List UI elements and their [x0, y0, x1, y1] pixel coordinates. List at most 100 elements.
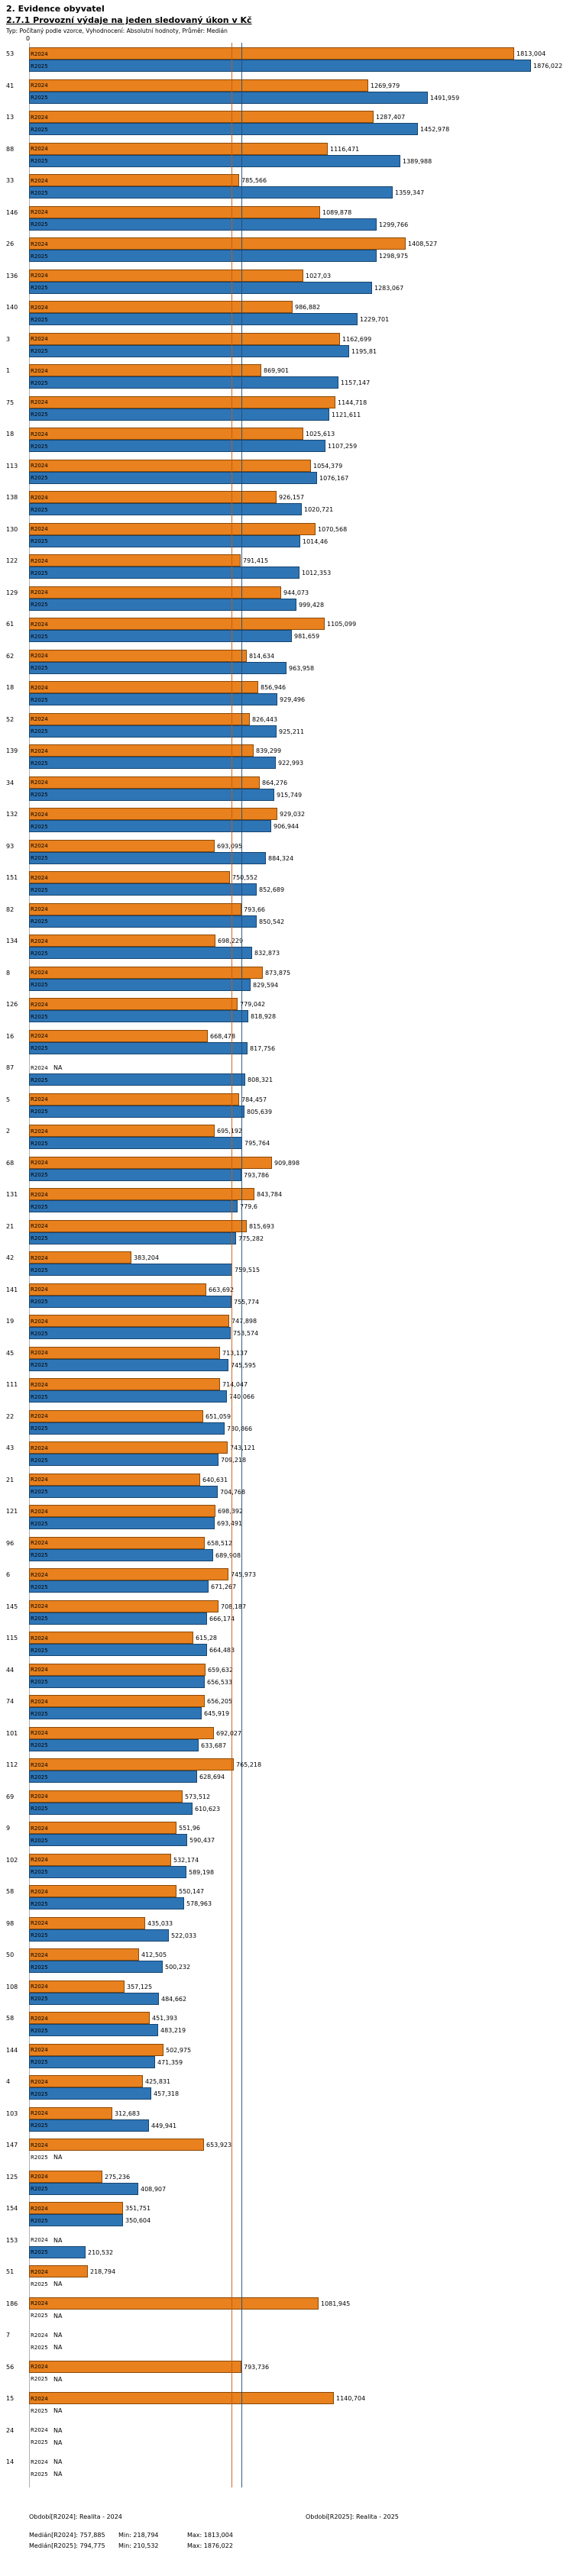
bar-r2024: [29, 2202, 123, 2214]
bar-r2024: [29, 1822, 176, 1834]
bar-row-r2024: R2024 1070,568: [29, 522, 573, 535]
value-label: 869,901: [264, 367, 290, 374]
footer-median-r2024: Medián[R2024]: 757,885: [29, 2532, 105, 2539]
group-label: 50: [6, 1951, 15, 1958]
group-label: 22: [6, 1412, 15, 1420]
bar-r2025: [29, 250, 377, 262]
bar-r2025: [29, 534, 300, 547]
bar-group-141: 141 R2024 663,692 R2025 755,774: [0, 1283, 573, 1315]
group-label: 108: [6, 1983, 18, 1990]
bar-row-r2025: R2025 656,533: [29, 1675, 573, 1688]
group-label: 52: [6, 715, 15, 723]
series-label-r2024: R2024: [31, 146, 48, 152]
bar-r2025: [29, 598, 296, 611]
bar-row-r2024: R2024 1162,699: [29, 332, 573, 345]
bar-row-r2024: R2024 779,042: [29, 998, 573, 1010]
bar-row-r2024: R2024 218,794: [29, 2265, 573, 2277]
bar-group-154: 154 R2024 351,751 R2025 350,604: [0, 2202, 573, 2234]
bar-row-r2025: R2025 1014,46: [29, 534, 573, 547]
series-label-r2024: R2024: [31, 1984, 48, 1990]
value-label: 1070,568: [318, 525, 348, 533]
bar-row-r2024: R2024 1408,527: [29, 237, 573, 250]
value-label: 944,073: [283, 589, 309, 596]
value-label: 765,218: [236, 1761, 262, 1768]
bar-row-r2025: R2025 610,623: [29, 1802, 573, 1815]
value-label: 1025,613: [306, 431, 335, 437]
bar-group-34: 34 R2024 864,276 R2025 915,749: [0, 776, 573, 809]
group-label: 34: [6, 779, 15, 786]
bar-group-5: 5 R2024 784,457 R2025 805,639: [0, 1093, 573, 1125]
bar-r2025: [29, 408, 329, 421]
value-label: 815,693: [249, 1222, 275, 1230]
bar-row-r2025: R2025 1020,721: [29, 503, 573, 515]
bar-r2024: [29, 2139, 204, 2151]
series-label-r2024: R2024: [31, 1508, 48, 1515]
series-label-r2024: R2024: [31, 747, 48, 754]
bar-group-111: 111 R2024 714,047 R2025740,066: [0, 1378, 573, 1410]
value-label: 484,662: [161, 1995, 187, 2003]
bar-r2025: [29, 1675, 205, 1688]
value-label: 435,033: [147, 1919, 173, 1927]
value-label: 909,898: [274, 1159, 300, 1167]
bar-row-r2025: R2025 929,496: [29, 693, 573, 705]
bar-group-82: 82 R2024 793,66 R2025 850,542: [0, 902, 573, 935]
bar-row-r2024: R2024 864,276: [29, 776, 573, 789]
bar-group-44: 44 R2024 659,632 R2025 656,533: [0, 1663, 573, 1696]
group-label: 122: [6, 557, 18, 564]
bar-row-r2024: R2024 532,174: [29, 1853, 573, 1866]
group-label: 121: [6, 1508, 18, 1515]
series-label-r2025: R2025: [31, 1013, 48, 1020]
report-footer: Období[R2024]: Realita - 2024 Období[R20…: [29, 2513, 568, 2553]
value-label: 645,919: [204, 1710, 230, 1717]
value-label: 218,794: [90, 2268, 116, 2275]
group-label: 101: [6, 1729, 18, 1737]
bar-row-r2025: R2025 693,491: [29, 1517, 573, 1529]
group-label: 45: [6, 1349, 15, 1357]
series-label-r2025: R2025: [31, 1109, 48, 1115]
bar-row-r2024: R2024 NA: [29, 2424, 573, 2436]
bar-row-r2025: R2025 1157,147: [29, 376, 573, 389]
bar-row-r2025: R2025 745,595: [29, 1358, 573, 1371]
bar-r2024: [29, 1125, 215, 1137]
series-label-r2024: R2024: [31, 589, 48, 596]
group-label: 51: [6, 2268, 15, 2275]
bar-row-r2024: R2024 573,512: [29, 1790, 573, 1803]
series-label-r2024: R2024: [31, 1730, 48, 1736]
value-label: 668,478: [210, 1032, 236, 1040]
series-label-r2025: R2025: [31, 1774, 48, 1780]
bar-r2025: [29, 186, 393, 199]
value-label: 850,542: [259, 918, 285, 925]
bar-row-r2024: R2024 793,66: [29, 902, 573, 915]
value-label: 457,318: [154, 2090, 180, 2097]
series-label-r2025: R2025: [31, 1362, 48, 1368]
na-value-label: NA: [53, 2439, 63, 2446]
series-label-r2025: R2025: [31, 412, 48, 418]
bar-row-r2024: R2024 1269,979: [29, 79, 573, 92]
series-label-r2025: R2025: [31, 1172, 48, 1178]
median-line-r2025: [241, 43, 242, 2487]
value-label: 551,96: [179, 1825, 200, 1832]
value-label: 981,659: [294, 633, 320, 640]
bar-group-153: 153 R2024 NA R2025 210,532: [0, 2234, 573, 2266]
bar-group-101: 101 R2024 692,027 R2025 633,687: [0, 1726, 573, 1759]
bar-r2024: [29, 1409, 203, 1422]
bar-r2025: [29, 1865, 186, 1878]
bar-r2025: [29, 1295, 231, 1308]
bar-r2024: [29, 332, 340, 345]
series-label-r2024: R2024: [31, 1223, 48, 1229]
footer-stats-r2025: Medián[R2025]: 794,775 Min: 210,532 Max:…: [29, 2542, 568, 2553]
bar-row-r2025: R2025 850,542: [29, 915, 573, 928]
series-label-r2025: R2025: [31, 2186, 48, 2192]
bar-group-108: 108 R2024 357,125 R2025 484,662: [0, 1980, 573, 2013]
bar-r2024: [29, 966, 263, 979]
bar-row-r2025: R2025 808,321: [29, 1073, 573, 1086]
series-label-r2025: R2025: [31, 1710, 48, 1717]
bar-group-21: 21 R2024 815,693 R2025 775,282: [0, 1219, 573, 1252]
value-label: 449,941: [151, 2122, 177, 2129]
bar-r2024: [29, 618, 325, 630]
series-label-r2024: R2024: [31, 621, 48, 628]
group-label: 9: [6, 1825, 11, 1832]
na-value-label: NA: [53, 2426, 63, 2434]
bar-r2025: [29, 344, 349, 357]
bar-group-24: 24 R2024 NA R2025 NA: [0, 2424, 573, 2456]
